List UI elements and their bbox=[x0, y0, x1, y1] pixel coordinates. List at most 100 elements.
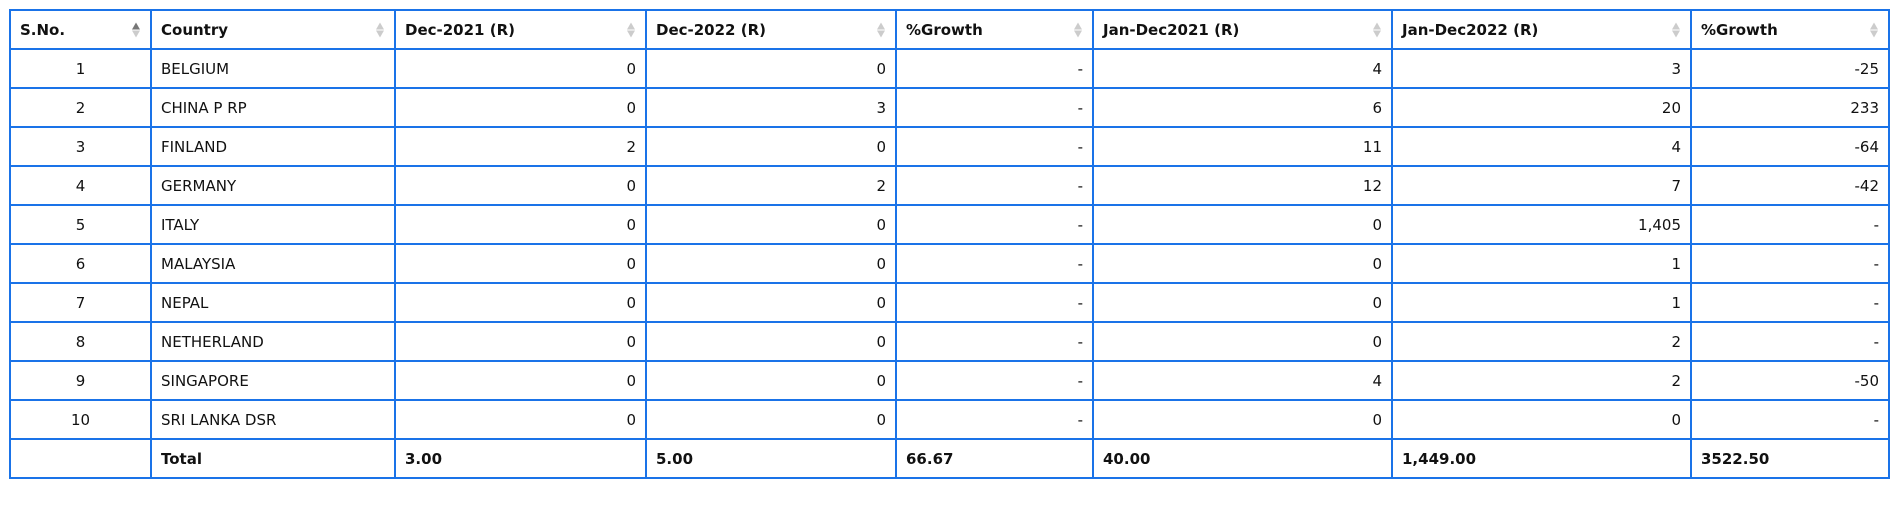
table-cell: - bbox=[1690, 204, 1890, 245]
table-cell: 0 bbox=[645, 399, 897, 440]
sort-icon[interactable] bbox=[1074, 22, 1082, 37]
table-cell: 6 bbox=[1092, 87, 1393, 128]
table-cell: 0 bbox=[645, 321, 897, 362]
total-row: Total 3.00 5.00 66.67 40.00 1,449.00 3522.50 bbox=[9, 438, 1890, 479]
country-data-table: S.No. Country Dec-2021 (R) Dec-2022 (R) %Gro… bbox=[9, 9, 1890, 479]
column-header-growth[interactable]: %Growth bbox=[1690, 9, 1890, 50]
table-cell: 0 bbox=[394, 360, 647, 401]
total-cell: 66.67 bbox=[895, 438, 1094, 479]
table-cell: 3 bbox=[645, 87, 897, 128]
table-cell: 0 bbox=[645, 48, 897, 89]
sort-up-icon bbox=[877, 22, 885, 29]
table-cell: - bbox=[895, 48, 1094, 89]
table-cell: 0 bbox=[394, 87, 647, 128]
table-cell: 2 bbox=[394, 126, 647, 167]
table-cell: NEPAL bbox=[150, 282, 396, 323]
column-header-dec-2021-r[interactable]: Dec-2021 (R) bbox=[394, 9, 647, 50]
table-cell: 2 bbox=[1391, 321, 1692, 362]
table-cell: SRI LANKA DSR bbox=[150, 399, 396, 440]
sort-icon[interactable] bbox=[1870, 22, 1878, 37]
table-cell: 4 bbox=[1092, 360, 1393, 401]
total-cell: Total bbox=[150, 438, 396, 479]
table-row: 6 MALAYSIA 0 0-0 1- bbox=[9, 243, 1890, 284]
table-cell: 11 bbox=[1092, 126, 1393, 167]
column-header-jan-dec2022-r[interactable]: Jan-Dec2022 (R) bbox=[1391, 9, 1692, 50]
table-cell: - bbox=[895, 126, 1094, 167]
table-cell: 0 bbox=[1092, 282, 1393, 323]
sort-down-icon bbox=[132, 30, 140, 37]
table-row: 9 SINGAPORE 0 0-4 2 -50 bbox=[9, 360, 1890, 401]
sort-down-icon bbox=[1672, 30, 1680, 37]
column-header-label: S.No. bbox=[20, 20, 66, 39]
table-cell: FINLAND bbox=[150, 126, 396, 167]
table-cell: 4 bbox=[9, 165, 152, 206]
table-cell: SINGAPORE bbox=[150, 360, 396, 401]
total-cell bbox=[9, 438, 152, 479]
column-header-jan-dec2021-r[interactable]: Jan-Dec2021 (R) bbox=[1092, 9, 1393, 50]
table-cell: 9 bbox=[9, 360, 152, 401]
table-cell: - bbox=[895, 360, 1094, 401]
table-cell: - bbox=[895, 243, 1094, 284]
table-cell: 3 bbox=[9, 126, 152, 167]
sort-up-icon bbox=[132, 22, 140, 29]
sort-icon[interactable] bbox=[1373, 22, 1381, 37]
table-cell: 1 bbox=[1391, 243, 1692, 284]
table-cell: 0 bbox=[394, 243, 647, 284]
table-cell: - bbox=[1690, 243, 1890, 284]
table-row: 1 BELGIUM 0 0-4 3 -25 bbox=[9, 48, 1890, 89]
table-cell: 0 bbox=[394, 48, 647, 89]
table-cell: 0 bbox=[394, 321, 647, 362]
table-cell: ITALY bbox=[150, 204, 396, 245]
column-header-label: Jan-Dec2022 (R) bbox=[1402, 20, 1539, 39]
sort-down-icon bbox=[1870, 30, 1878, 37]
table-cell: 0 bbox=[394, 282, 647, 323]
table-row: 8 NETHERLAND 0 0-0 2- bbox=[9, 321, 1890, 362]
table-row: 2 CHINA P RP 0 3-6 20 233 bbox=[9, 87, 1890, 128]
column-header-country[interactable]: Country bbox=[150, 9, 396, 50]
table-row: 10 SRI LANKA DSR 0 0-0 0- bbox=[9, 399, 1890, 440]
sort-icon[interactable] bbox=[376, 22, 384, 37]
sort-icon[interactable] bbox=[1672, 22, 1680, 37]
sort-icon[interactable] bbox=[627, 22, 635, 37]
table-cell: 0 bbox=[645, 243, 897, 284]
sort-down-icon bbox=[627, 30, 635, 37]
table-cell: 0 bbox=[1092, 321, 1393, 362]
sort-up-icon bbox=[627, 22, 635, 29]
total-cell: 3.00 bbox=[394, 438, 647, 479]
sort-icon[interactable] bbox=[132, 22, 140, 37]
total-cell: 3522.50 bbox=[1690, 438, 1890, 479]
table-cell: 3 bbox=[1391, 48, 1692, 89]
column-header-label: Dec-2022 (R) bbox=[656, 20, 766, 39]
table-cell: 0 bbox=[1092, 243, 1393, 284]
table-cell: 4 bbox=[1092, 48, 1393, 89]
table-cell: 0 bbox=[645, 204, 897, 245]
column-header-dec-2022-r[interactable]: Dec-2022 (R) bbox=[645, 9, 897, 50]
table-cell: 5 bbox=[9, 204, 152, 245]
table-cell: - bbox=[895, 282, 1094, 323]
header-row: S.No. Country Dec-2021 (R) Dec-2022 (R) %Gro… bbox=[9, 9, 1890, 50]
table-cell: -50 bbox=[1690, 360, 1890, 401]
table-cell: 10 bbox=[9, 399, 152, 440]
column-header-label: %Growth bbox=[1701, 20, 1778, 39]
table-cell: - bbox=[895, 399, 1094, 440]
column-header-label: %Growth bbox=[906, 20, 983, 39]
table-cell: 233 bbox=[1690, 87, 1890, 128]
table-cell: 1 bbox=[9, 48, 152, 89]
column-header-growth[interactable]: %Growth bbox=[895, 9, 1094, 50]
sort-icon[interactable] bbox=[877, 22, 885, 37]
table-cell: 0 bbox=[645, 282, 897, 323]
table-cell: MALAYSIA bbox=[150, 243, 396, 284]
table-row: 4 GERMANY 0 2-12 7 -42 bbox=[9, 165, 1890, 206]
table-cell: NETHERLAND bbox=[150, 321, 396, 362]
table-cell: 0 bbox=[645, 126, 897, 167]
sort-up-icon bbox=[1870, 22, 1878, 29]
table-cell: 7 bbox=[1391, 165, 1692, 206]
table-cell: 0 bbox=[394, 165, 647, 206]
column-header-s-no[interactable]: S.No. bbox=[9, 9, 152, 50]
sort-down-icon bbox=[376, 30, 384, 37]
table-cell: 0 bbox=[1092, 399, 1393, 440]
sort-up-icon bbox=[1672, 22, 1680, 29]
table-cell: CHINA P RP bbox=[150, 87, 396, 128]
total-cell: 40.00 bbox=[1092, 438, 1393, 479]
table-cell: 0 bbox=[1391, 399, 1692, 440]
